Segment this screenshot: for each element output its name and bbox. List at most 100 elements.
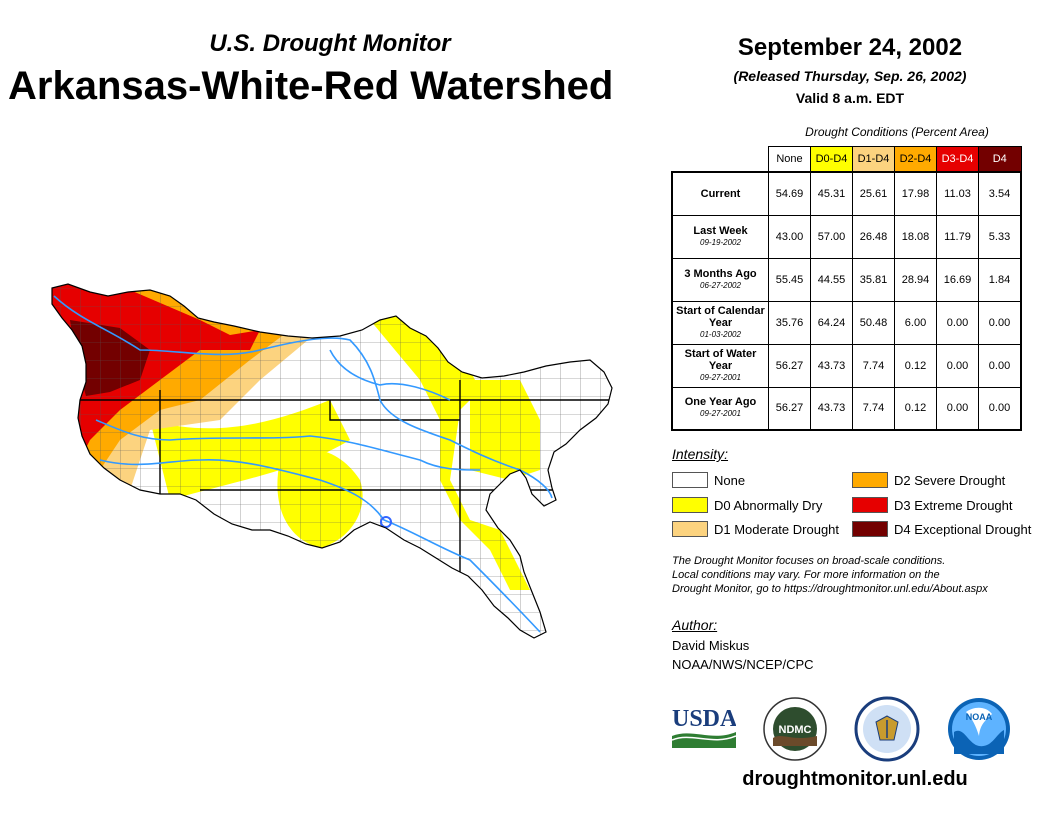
legend-item-d2: D2 Severe Drought	[852, 472, 1005, 488]
row-label: Current	[671, 171, 769, 216]
author-name: David Miskus	[672, 638, 750, 653]
table-corner	[672, 147, 769, 173]
table-cell: 28.94	[894, 257, 937, 302]
noaa-logo: NOAA	[948, 698, 1010, 760]
table-cell: 43.00	[768, 214, 811, 259]
legend-swatch	[672, 497, 708, 513]
legend-swatch	[672, 472, 708, 488]
legend-label: D0 Abnormally Dry	[714, 497, 823, 513]
legend-label: D4 Exceptional Drought	[894, 521, 1032, 537]
valid-time: Valid 8 a.m. EDT	[795, 90, 905, 106]
row-date: 06-27-2002	[700, 280, 741, 290]
row-label: Start of Calendar Year 01-03-2002	[671, 300, 769, 345]
disclaimer-note: The Drought Monitor focuses on broad-sca…	[672, 554, 1042, 596]
legend-swatch	[852, 521, 888, 537]
table-cell: 56.27	[768, 343, 811, 388]
table-row: Current 54.69 45.31 25.61 17.98 11.03 3.54	[671, 171, 1022, 216]
legend-label: D2 Severe Drought	[894, 472, 1006, 488]
legend-swatch	[672, 521, 708, 537]
row-label: 3 Months Ago 06-27-2002	[671, 257, 769, 302]
table-row: Start of Water Year 09-27-2001 56.27 43.73 7…	[671, 343, 1022, 388]
usda-logo: USDA	[672, 706, 736, 748]
legend-label: D3 Extreme Drought	[894, 497, 1013, 513]
table-cell: 0.12	[894, 343, 937, 388]
table-cell: 7.74	[852, 386, 895, 431]
col-header-d2-d4: D2-D4	[894, 146, 937, 173]
table-cell: 0.00	[978, 300, 1022, 345]
row-label-text: Last Week	[693, 224, 748, 237]
table-cell: 35.76	[768, 300, 811, 345]
legend-item-d4: D4 Exceptional Drought	[852, 521, 1031, 537]
row-date: 09-19-2002	[700, 237, 741, 247]
col-header-d3-d4: D3-D4	[936, 146, 979, 173]
table-cell: 0.00	[936, 343, 979, 388]
row-label: One Year Ago 09-27-2001	[671, 386, 769, 431]
author-org: NOAA/NWS/NCEP/CPC	[672, 657, 814, 672]
row-date: 01-03-2002	[700, 329, 741, 339]
note-line: The Drought Monitor focuses on broad-sca…	[672, 555, 946, 567]
col-header-d0-d4: D0-D4	[810, 146, 853, 173]
table-cell: 50.48	[852, 300, 895, 345]
table-cell: 45.31	[810, 171, 853, 216]
ndmc-logo-text: NDMC	[779, 724, 812, 736]
legend-label: D1 Moderate Drought	[714, 521, 840, 537]
legend-swatch	[852, 497, 888, 513]
table-row: One Year Ago 09-27-2001 56.27 43.73 7.74 0.12…	[671, 386, 1022, 431]
commerce-logo	[854, 696, 920, 762]
watershed-map	[51, 283, 613, 639]
legend-swatch	[852, 472, 888, 488]
table-cell: 0.00	[936, 386, 979, 431]
table-cell: 7.74	[852, 343, 895, 388]
table-row: Start of Calendar Year 01-03-2002 35.76 64.…	[671, 300, 1022, 345]
note-line: Local conditions may vary. For more info…	[672, 569, 940, 581]
table-cell: 16.69	[936, 257, 979, 302]
row-date: 09-27-2001	[700, 372, 741, 382]
legend-label: None	[714, 472, 746, 488]
legend-title: Intensity:	[672, 446, 729, 462]
map-date: September 24, 2002	[737, 34, 963, 61]
table-cell: 44.55	[810, 257, 853, 302]
col-header-none: None	[768, 146, 811, 173]
table-cell: 6.00	[894, 300, 937, 345]
release-date: (Released Thursday, Sep. 26, 2002)	[733, 68, 967, 84]
noaa-logo-text: NOAA	[966, 712, 993, 722]
table-cell: 0.00	[978, 343, 1022, 388]
table-caption: Drought Conditions (Percent Area)	[805, 125, 989, 139]
row-label: Last Week 09-19-2002	[671, 214, 769, 259]
table-cell: 0.00	[978, 386, 1022, 431]
row-label: Start of Water Year 09-27-2001	[671, 343, 769, 388]
table-cell: 25.61	[852, 171, 895, 216]
table-cell: 18.08	[894, 214, 937, 259]
table-cell: 0.00	[936, 300, 979, 345]
row-label-text: Current	[700, 187, 741, 200]
table-cell: 43.73	[810, 386, 853, 431]
legend-item-none: None	[672, 472, 745, 488]
table-row: 3 Months Ago 06-27-2002 55.45 44.55 35.81 28.…	[671, 257, 1022, 302]
row-label-text: Start of Water Year	[684, 347, 757, 372]
table-cell: 43.73	[810, 343, 853, 388]
ndmc-logo: NDMC	[763, 697, 827, 761]
row-label-text: 3 Months Ago	[684, 267, 757, 280]
legend-item-d0: D0 Abnormally Dry	[672, 497, 822, 513]
drought-stats-table: None D0-D4 D1-D4 D2-D4 D3-D4 D4 Current 5…	[671, 146, 1022, 431]
row-date: 09-27-2001	[700, 409, 741, 419]
table-cell: 55.45	[768, 257, 811, 302]
table-cell: 57.00	[810, 214, 853, 259]
map-subtitle: U.S. Drought Monitor	[209, 30, 451, 57]
col-header-d1-d4: D1-D4	[852, 146, 895, 173]
table-cell: 11.79	[936, 214, 979, 259]
website-link[interactable]: droughtmonitor.unl.edu	[742, 768, 968, 790]
table-cell: 11.03	[936, 171, 979, 216]
legend-item-d1: D1 Moderate Drought	[672, 521, 839, 537]
table-row: Last Week 09-19-2002 43.00 57.00 26.48 18.08 1…	[671, 214, 1022, 259]
table-cell: 54.69	[768, 171, 811, 216]
author-label: Author:	[672, 617, 718, 633]
table-cell: 35.81	[852, 257, 895, 302]
usda-logo-text: USDA	[672, 706, 736, 732]
row-label-text: One Year Ago	[684, 396, 757, 409]
table-cell: 0.12	[894, 386, 937, 431]
table-cell: 26.48	[852, 214, 895, 259]
table-cell: 17.98	[894, 171, 937, 216]
table-cell: 56.27	[768, 386, 811, 431]
note-line: Drought Monitor, go to https://droughtmo…	[672, 583, 988, 595]
